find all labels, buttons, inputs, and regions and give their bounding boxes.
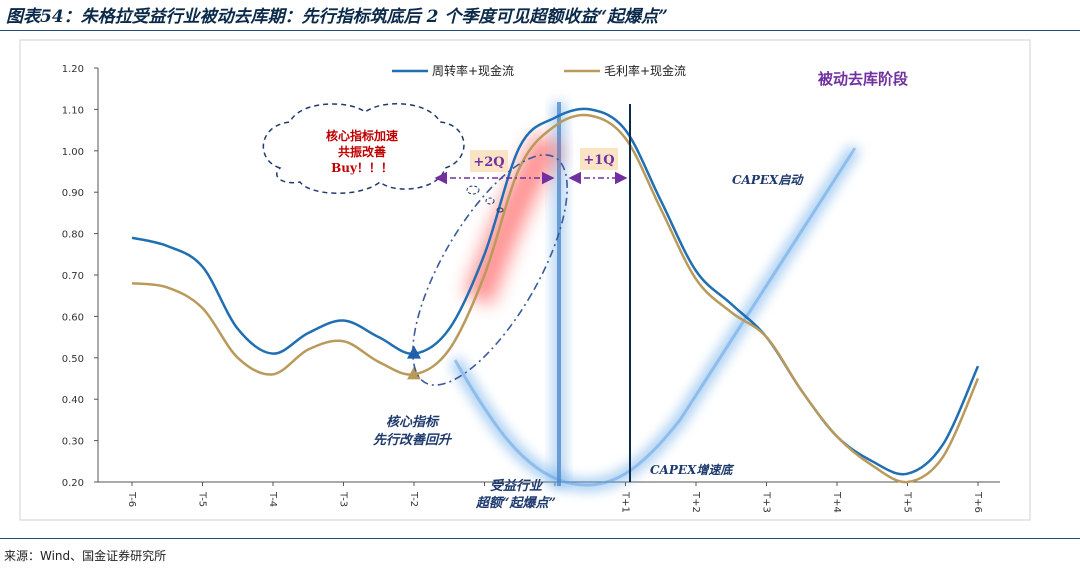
y-axis-ticks: 0.20 0.30 0.40 0.50 0.60 0.70 0.80 0.90 1.00 1.10… <box>62 64 98 489</box>
lead-indicator-label: 先行改善回升 <box>373 432 453 448</box>
source-note: 来源：Wind、国金证券研究所 <box>4 549 167 563</box>
plot-frame <box>19 39 1031 521</box>
plus-1q-box <box>580 148 618 170</box>
x-tick-label: T+1 <box>620 491 631 513</box>
lead-indicator-label: 核心指标 <box>386 414 440 430</box>
excess-point-label: 受益行业 <box>490 478 544 494</box>
title-divider <box>0 30 1080 31</box>
series-lines <box>131 107 980 484</box>
footer-divider <box>0 538 1080 539</box>
plus-2q-label: +2Q <box>473 155 504 170</box>
phase-label: 被动去库阶段 <box>818 70 908 88</box>
x-tick-label: T-2 <box>408 491 419 507</box>
x-tick-label: T+5 <box>902 491 913 513</box>
x-tick-label: T+6 <box>972 491 983 513</box>
chart-title: 图表54：朱格拉受益行业被动去库期：先行指标筑底后 2 个季度可见超额收益“起爆… <box>6 7 668 27</box>
thought-cloud <box>262 102 465 194</box>
y-tick-label: 0.80 <box>62 230 84 241</box>
glow-annotations <box>449 102 861 492</box>
y-tick-label: 1.00 <box>62 147 84 158</box>
marker-triangle-series-1 <box>407 345 421 359</box>
y-tick-label: 1.10 <box>62 105 84 116</box>
cloud-bubble-1 <box>466 185 480 195</box>
capex-bottom-label: CAPEX增速底 <box>650 463 734 477</box>
cloud-text-line: Buy！！！ <box>331 161 393 175</box>
legend-label-series-2: 毛利率+现金流 <box>604 63 686 78</box>
x-tick-label: T-5 <box>197 491 208 507</box>
y-tick-label: 0.40 <box>62 395 84 406</box>
cloud-text-line: 共振改善 <box>338 144 386 159</box>
y-tick-label: 0.90 <box>62 188 84 199</box>
capex-start-label: CAPEX启动 <box>732 173 804 187</box>
y-tick-label: 0.30 <box>62 437 84 448</box>
series-line-2 <box>131 113 980 484</box>
excess-point-label: 超额“起爆点” <box>475 495 556 511</box>
red-glow <box>463 132 563 306</box>
x-tick-label: T-3 <box>338 491 349 507</box>
plus-1q-label: +1Q <box>583 153 614 168</box>
y-tick-label: 0.20 <box>62 478 84 489</box>
x-tick-label: T+2 <box>690 491 701 513</box>
legend: 周转率+现金流 毛利率+现金流 <box>392 63 686 78</box>
y-tick-label: 0.70 <box>62 271 84 282</box>
x-tick-label: T-6 <box>126 491 137 507</box>
plus-2q-box <box>470 150 508 172</box>
y-tick-label: 0.50 <box>62 354 84 365</box>
x-tick-label: T+3 <box>761 491 772 513</box>
cloud-text-line: 核心指标加速 <box>326 128 398 143</box>
y-tick-label: 0.60 <box>62 312 84 323</box>
x-tick-label: T+4 <box>831 491 842 513</box>
chart: 0.20 0.30 0.40 0.50 0.60 0.70 0.80 0.90 1.00 1.10… <box>19 39 1031 521</box>
highlight-ellipse <box>412 154 568 386</box>
x-tick-label: T-4 <box>267 491 278 507</box>
cloud-bubble-2 <box>485 197 495 205</box>
y-tick-label: 1.20 <box>62 64 84 75</box>
cloud-bubble-3 <box>496 207 504 213</box>
legend-label-series-1: 周转率+现金流 <box>432 63 514 78</box>
